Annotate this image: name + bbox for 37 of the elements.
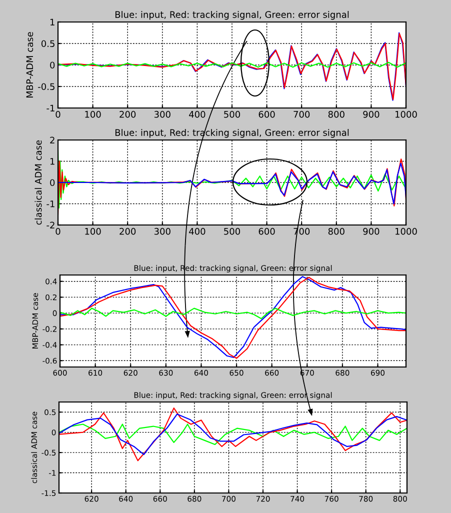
y-tick-label: -0.5 xyxy=(38,83,54,90)
x-tick-label: 600 xyxy=(258,110,275,118)
x-tick-label: 100 xyxy=(85,228,101,235)
y-tick-label: 1 xyxy=(50,18,54,26)
x-tick-label: 200 xyxy=(120,110,136,118)
line-series xyxy=(58,162,406,204)
y-tick-label: -1 xyxy=(46,200,54,208)
y-tick-label: 0.5 xyxy=(41,40,54,48)
x-tick-label: 300 xyxy=(154,228,170,235)
line-series xyxy=(59,414,407,456)
y-tick-label: 0 xyxy=(50,179,55,186)
x-tick-label: 100 xyxy=(85,110,101,118)
line-series xyxy=(59,424,407,446)
y-tick-label: 1 xyxy=(50,158,54,165)
x-tick-label: 300 xyxy=(154,110,170,118)
x-tick-label: 200 xyxy=(120,228,136,235)
x-tick-label: 500 xyxy=(224,228,240,235)
x-tick-label: 800 xyxy=(328,228,344,235)
y-tick-label: 2 xyxy=(50,136,54,144)
x-tick-label: 600 xyxy=(258,228,275,235)
y-tick-label: 0 xyxy=(50,62,55,69)
y-axis-title: classical ADM case xyxy=(34,140,42,225)
x-tick-label: 1000 xyxy=(396,228,417,235)
y-tick-label: -2 xyxy=(46,222,54,228)
line-series xyxy=(59,408,407,462)
y-axis-title: MBP-ADM case xyxy=(26,32,34,98)
x-tick-label: 400 xyxy=(189,110,206,118)
x-tick-label: 400 xyxy=(189,228,206,235)
x-tick-label: 800 xyxy=(328,110,344,118)
chart-title: Blue: input, Red: tracking signal, Green: error signal xyxy=(115,10,349,20)
x-tick-label: 500 xyxy=(224,110,240,118)
line-series xyxy=(60,308,406,320)
x-tick-label: 700 xyxy=(294,110,310,118)
x-tick-label: 1000 xyxy=(396,110,417,118)
y-tick-label: -1 xyxy=(46,104,54,112)
x-tick-label: 900 xyxy=(363,110,380,118)
x-tick-label: 900 xyxy=(363,228,380,235)
